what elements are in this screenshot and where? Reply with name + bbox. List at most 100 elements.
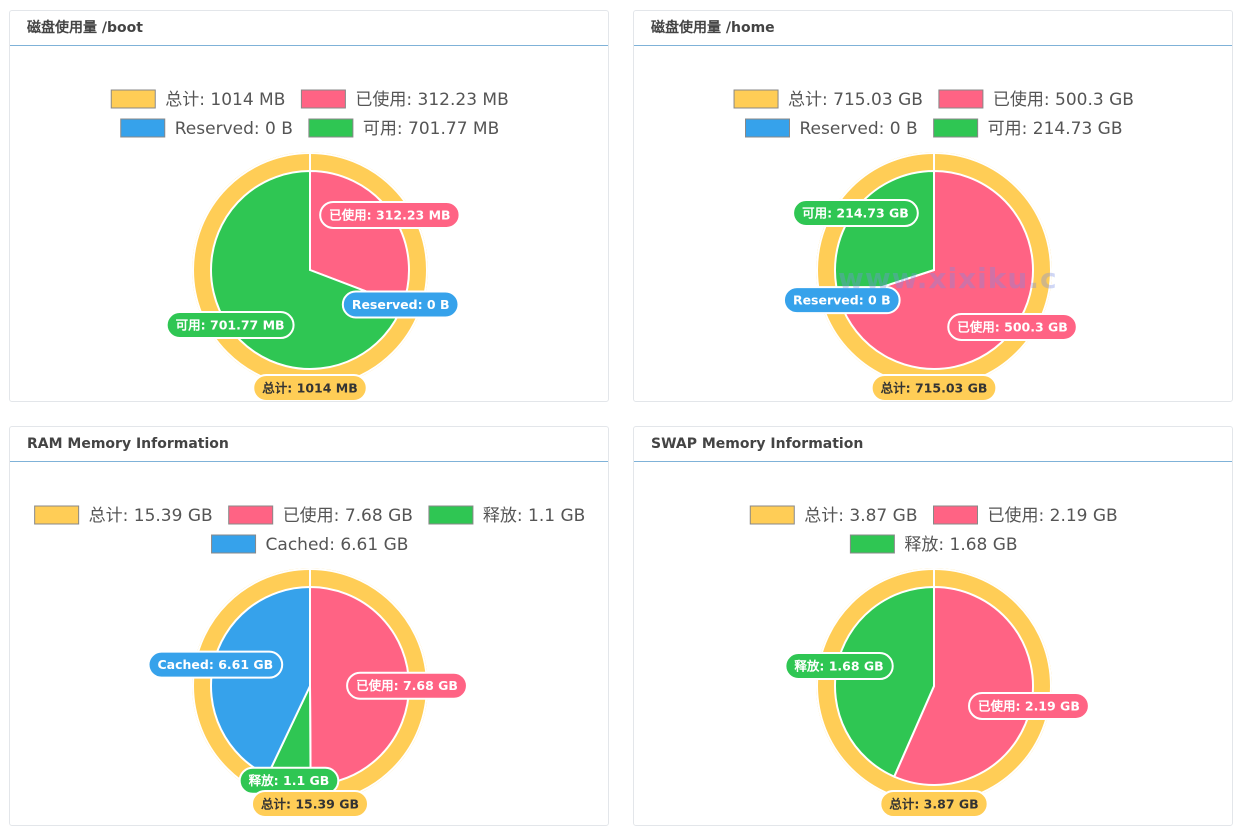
legend-item[interactable]: 总计: 15.39 GB [34, 505, 213, 526]
boot-disk-panel: 磁盘使用量 /boot 总计: 1014 MB 已使用: 312.23 MB Res… [9, 10, 609, 402]
total-label-text: 总计: 15.39 GB [261, 797, 359, 812]
slice-label-slice-bg [346, 671, 468, 700]
slice-label-slice: 已使用: 2.19 GB [968, 691, 1090, 720]
legend-label: 释放: 1.1 GB [483, 506, 585, 526]
slice-label-reserved-text: Reserved: 0 B [793, 293, 891, 308]
slice-label-slice-bg [319, 200, 461, 229]
slice-label-slice-text: 已使用: 2.19 GB [978, 698, 1080, 713]
legend-label: 已使用: 7.68 GB [283, 505, 413, 526]
legend-label: 总计: 1014 MB [165, 90, 285, 110]
legend-swatch [308, 118, 354, 138]
legend-item[interactable]: Cached: 6.61 GB [211, 534, 409, 555]
legend-swatch [428, 505, 474, 525]
total-label: 总计: 3.87 GB [879, 790, 989, 818]
legend-label: 可用: 214.73 GB [988, 119, 1123, 139]
legend-swatch [749, 505, 795, 525]
legend-item[interactable]: 已使用: 7.68 GB [228, 505, 413, 526]
legend-item[interactable]: Reserved: 0 B [120, 118, 293, 139]
slice-label-slice-text: 可用: 214.73 GB [802, 206, 909, 221]
legend-item[interactable]: 已使用: 312.23 MB [300, 89, 509, 110]
legend-label: Reserved: 0 B [175, 119, 293, 139]
total-label: 总计: 715.03 GB [870, 374, 998, 401]
panel-title: RAM Memory Information [10, 427, 608, 462]
slice-label-reserved-text: Reserved: 0 B [352, 297, 450, 312]
legend-item[interactable]: 已使用: 2.19 GB [933, 505, 1118, 526]
legend-label: 总计: 15.39 GB [89, 506, 213, 526]
total-label-bg [870, 374, 998, 401]
panel-title: 磁盘使用量 /boot [10, 11, 608, 46]
legend-label: 已使用: 500.3 GB [993, 89, 1134, 110]
slice-label-slice-bg [968, 691, 1090, 720]
slice-label-slice-text: 可用: 701.77 MB [176, 318, 285, 333]
slice-label-slice: 可用: 701.77 MB [165, 311, 295, 340]
chart-area: 总计: 15.39 GB 已使用: 7.68 GB 释放: 1.1 GB Cached… [10, 462, 608, 825]
legend-swatch [34, 505, 80, 525]
slice-label-slice: 可用: 214.73 GB [792, 199, 919, 228]
legend-label: Reserved: 0 B [800, 119, 918, 139]
legend-swatch [745, 118, 790, 138]
legend-item[interactable]: 总计: 3.87 GB [749, 505, 918, 526]
legend-swatch [933, 505, 978, 525]
slice-label-slice: 释放: 1.1 GB [238, 766, 340, 795]
slice-label-slice-text: 已使用: 312.23 MB [329, 207, 450, 222]
legend-swatch [120, 118, 166, 138]
legend-swatch [733, 89, 779, 109]
slice-label-slice-bg [784, 652, 894, 681]
total-label: 总计: 1014 MB [252, 374, 368, 401]
slice-label-reserved: Reserved: 0 B [782, 286, 901, 315]
slice-label-slice-text: 释放: 1.68 GB [794, 659, 883, 674]
chart-area: 总计: 1014 MB 已使用: 312.23 MB Reserved: 0 B 可用… [10, 46, 608, 401]
total-label-text: 总计: 1014 MB [262, 381, 357, 396]
legend-label: 释放: 1.68 GB [904, 535, 1017, 555]
legend-item[interactable]: 释放: 1.68 GB [849, 534, 1018, 555]
ram-pie-chart: 总计: 15.39 GB 已使用: 7.68 GB 释放: 1.1 GB Cached… [34, 505, 585, 818]
legend-swatch [300, 89, 346, 109]
slice-label-slice: 已使用: 500.3 GB [947, 312, 1078, 341]
legend-label: 已使用: 2.19 GB [988, 505, 1118, 526]
legend-item[interactable]: 总计: 1014 MB [110, 89, 285, 110]
legend-item[interactable]: 释放: 1.1 GB [428, 505, 585, 526]
legend-swatch [228, 505, 274, 525]
legend-label: Cached: 6.61 GB [266, 535, 409, 555]
slice-label-slice-bg [165, 311, 295, 340]
legend-swatch [938, 89, 984, 109]
chart-area: 总计: 3.87 GB 已使用: 2.19 GB 释放: 1.68 GB 已使用: 2… [634, 462, 1232, 825]
home-pie-chart: 总计: 715.03 GB 已使用: 500.3 GB Reserved: 0 B 可… [733, 89, 1134, 401]
panel-title: 磁盘使用量 /home [634, 11, 1232, 46]
boot-pie-chart: 总计: 1014 MB 已使用: 312.23 MB Reserved: 0 B 可用… [110, 89, 509, 401]
slice-label-cached-text: Cached: 6.61 GB [158, 657, 274, 672]
slice-label-cached-bg [147, 650, 284, 679]
slice-label-slice-bg [792, 199, 919, 228]
legend-swatch [110, 89, 156, 109]
legend-item[interactable]: 可用: 214.73 GB [933, 118, 1123, 139]
legend-label: 总计: 715.03 GB [788, 90, 923, 110]
total-label-bg [252, 374, 368, 401]
panel-title: SWAP Memory Information [634, 427, 1232, 462]
legend-swatch [211, 534, 257, 554]
legend-item[interactable]: 已使用: 500.3 GB [938, 89, 1134, 110]
slice-label-slice: 已使用: 312.23 MB [319, 200, 461, 229]
slice-label-slice-text: 已使用: 7.68 GB [356, 678, 458, 693]
legend-item[interactable]: 可用: 701.77 MB [308, 118, 499, 139]
slice-label-cached: Cached: 6.61 GB [147, 650, 284, 679]
legend-swatch [933, 118, 979, 138]
legend-label: 可用: 701.77 MB [363, 119, 499, 139]
slice-label-slice: 已使用: 7.68 GB [346, 671, 468, 700]
legend-label: 已使用: 312.23 MB [355, 89, 508, 110]
slice-label-slice-text: 释放: 1.1 GB [249, 773, 330, 788]
total-label-text: 总计: 3.87 GB [889, 797, 978, 812]
total-label: 总计: 15.39 GB [250, 790, 370, 818]
legend-swatch [849, 534, 895, 554]
legend-item[interactable]: Reserved: 0 B [745, 118, 918, 139]
swap-memory-panel: SWAP Memory Information 总计: 3.87 GB 已使用: … [633, 426, 1233, 826]
total-label-text: 总计: 715.03 GB [881, 381, 988, 396]
slice-label-reserved-bg [782, 286, 901, 315]
ram-memory-panel: RAM Memory Information 总计: 15.39 GB 已使用: … [9, 426, 609, 826]
swap-pie-chart: 总计: 3.87 GB 已使用: 2.19 GB 释放: 1.68 GB 已使用: 2… [749, 505, 1118, 818]
legend-label: 总计: 3.87 GB [804, 506, 917, 526]
slice-label-slice-bg [947, 312, 1078, 341]
slice-label-slice: 释放: 1.68 GB [784, 652, 894, 681]
slice-label-reserved-bg [341, 290, 460, 319]
legend-item[interactable]: 总计: 715.03 GB [733, 89, 923, 110]
home-disk-panel: 磁盘使用量 /home 总计: 715.03 GB 已使用: 500.3 GB Re… [633, 10, 1233, 402]
